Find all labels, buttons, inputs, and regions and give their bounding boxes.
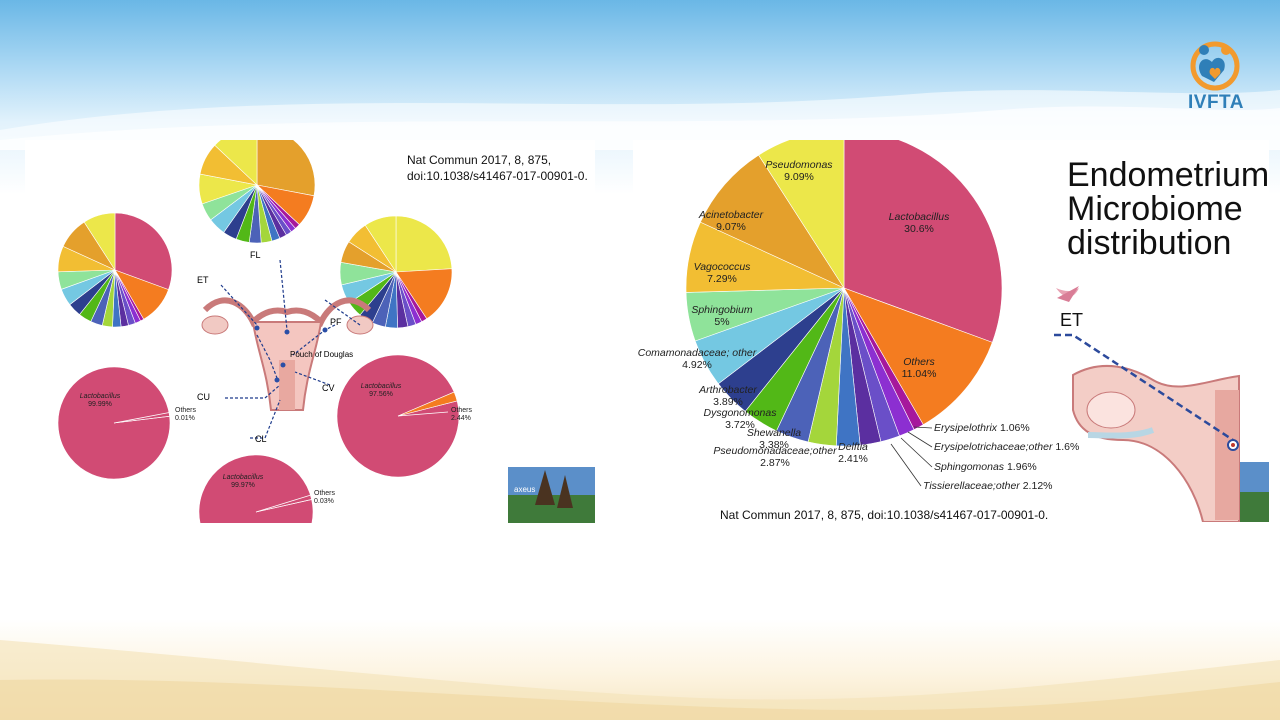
pie-slice-lactobacillus: [198, 454, 314, 523]
fl-small-pie: [198, 140, 316, 244]
slide-title-line3: distribution: [1067, 224, 1232, 262]
pie-divider-line: [113, 411, 173, 424]
left-figure-panel: Nat Commun 2017, 8, 875, doi:10.1038/s41…: [25, 140, 595, 523]
thumbnail-text: axeus: [514, 485, 535, 494]
pie-slice-others: [397, 391, 458, 417]
pie-slice-segment-2: [395, 268, 453, 320]
label-arthrobacter: Arthrobacter 3.89%: [698, 384, 757, 408]
label-acinetobacter: Acinetobacter 9.07%: [698, 209, 764, 233]
header-wave-decoration: [0, 90, 1280, 150]
label-lactobacillus: Lactobacillus 30.6%: [889, 211, 950, 235]
label-erysipelothrix: Erysipelothrix 1.06%: [934, 422, 1030, 434]
label-sphingobium: Sphingobium 5%: [691, 304, 753, 328]
cv-pie-chart: Lactobacillus 97.56% Others 2.44%: [336, 354, 473, 478]
uterus-partial-diagram: ET: [1054, 286, 1269, 522]
pie-slice-others: [843, 287, 993, 426]
footer-wave-decoration: [0, 640, 1280, 720]
leader-line-erysipelothrix: [913, 426, 933, 429]
pie-slice-segment-16: [214, 140, 258, 186]
leader-line-erysipelotrichaceae-other: [907, 431, 933, 448]
label-tissierellaceae-other: Tissierellaceae;other 2.12%: [923, 480, 1053, 492]
label-others: Others 2.44%: [451, 407, 473, 422]
site-label-fl: FL: [250, 250, 261, 260]
pie-slice-segment-16: [83, 212, 116, 272]
pf-small-pie: [339, 215, 453, 329]
leader-line-sphingomonas: [900, 437, 933, 468]
logo-text: IVFTA: [1188, 92, 1244, 113]
slide-title-line1: Endometrium: [1067, 156, 1270, 194]
label-pseudomonadaceae-other: Pseudomonadaceae;other 2.87%: [713, 445, 837, 469]
pie-slice-segment-15: [364, 215, 397, 274]
pie-slice-others: [113, 415, 170, 424]
label-vagococcus: Vagococcus 7.29%: [694, 261, 752, 285]
label-comamonadaceae-other: Comamonadaceae; other 4.92%: [638, 347, 757, 371]
right-figure: Lactobacillus 30.6% Others 11.04% Erysipelot…: [638, 140, 1269, 522]
anatomy-label: Pouch of Douglas: [290, 350, 353, 359]
pie-slice-lactobacillus: [843, 140, 1003, 343]
label-lactobacillus: Lactobacillus 99.99%: [80, 393, 121, 408]
slide-title-line2: Microbiome: [1067, 190, 1243, 228]
left-figure: Nat Commun 2017, 8, 875, doi:10.1038/s41…: [57, 140, 595, 523]
family-heart-icon: [1190, 41, 1240, 91]
label-lactobacillus: Lactobacillus 97.56%: [361, 383, 402, 398]
citation-line1: Nat Commun 2017, 8, 875,: [407, 153, 551, 167]
label-shewanella: Shewanella 3.38%: [747, 427, 801, 451]
citation-line2: doi:10.1038/s41467-017-00901-0.: [407, 169, 588, 183]
pie-slice-acinetobacter: [699, 154, 845, 289]
pie-divider-line: [397, 411, 449, 417]
right-figure-panel: Lactobacillus 30.6% Others 11.04% Erysipelot…: [633, 140, 1269, 522]
site-label-et: ET: [197, 275, 209, 285]
label-others: Others 11.04%: [902, 356, 937, 380]
label-others: Others 0.03%: [314, 490, 336, 505]
cl-pie-chart: Lactobacillus 99.97% Others 0.03%: [198, 454, 336, 523]
et-pie-labels: Lactobacillus 30.6% Others 11.04% Erysipelot…: [638, 159, 1080, 492]
cu-pie-chart: Lactobacillus 99.99% Others 0.01%: [57, 366, 197, 479]
pie-slice-others: [255, 499, 312, 513]
pie-slice-segment-1: [256, 140, 316, 197]
leader-line-tissierellaceae-other: [890, 443, 922, 487]
pie-slice-segment-1: [114, 212, 173, 291]
pie-divider-line: [255, 494, 312, 513]
et-small-pie: [57, 212, 173, 328]
label-delftia: Delftia 2.41%: [838, 441, 868, 465]
uterus-diagram: [201, 297, 374, 411]
et-pie-chart: [685, 140, 1003, 447]
site-label-cu: CU: [197, 392, 210, 402]
site-label-cv: CV: [322, 383, 335, 393]
pie-slice-segment-1: [395, 215, 453, 273]
label-pseudomonas: Pseudomonas 9.09%: [765, 159, 833, 183]
pie-slice-pseudomonas: [758, 140, 845, 290]
label-sphingomonas: Sphingomonas 1.96%: [934, 461, 1037, 473]
temple-thumbnail: axeus: [508, 467, 595, 523]
right-citation: Nat Commun 2017, 8, 875, doi:10.1038/s41…: [720, 508, 1048, 522]
label-lactobacillus: Lactobacillus 99.97%: [223, 474, 264, 489]
site-label-pf: PF: [330, 317, 342, 327]
label-erysipelotrichaceae-other: Erysipelotrichaceae;other 1.6%: [934, 441, 1079, 453]
site-label-cl: CL: [255, 434, 267, 444]
label-dysgonomonas: Dysgonomonas 3.72%: [704, 407, 778, 431]
label-others: Others 0.01%: [175, 407, 197, 422]
et-site-label: ET: [1060, 310, 1083, 330]
